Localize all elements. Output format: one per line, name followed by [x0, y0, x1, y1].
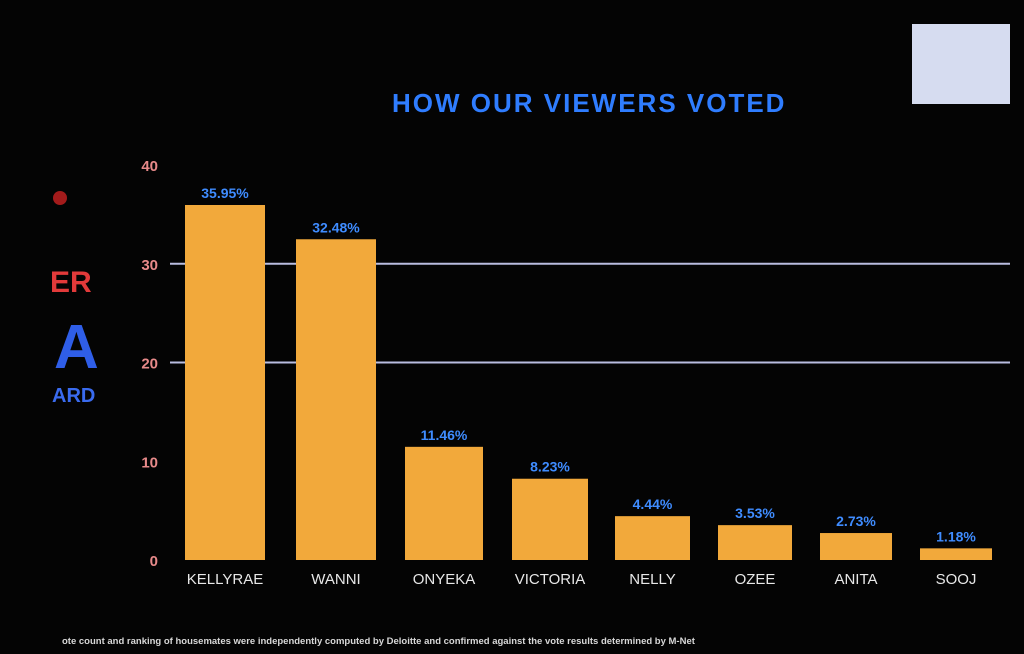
- y-tick-label: 0: [150, 553, 158, 570]
- svg-text:A: A: [54, 313, 99, 382]
- bar-value-label: 3.53%: [735, 505, 775, 521]
- category-label: ONYEKA: [413, 571, 476, 588]
- bar-value-label: 1.18%: [936, 528, 976, 544]
- y-tick-label: 40: [141, 158, 158, 175]
- category-label: NELLY: [629, 571, 675, 588]
- y-tick-label: 10: [141, 454, 158, 471]
- bar-value-label: 8.23%: [530, 459, 570, 475]
- bar-value-label: 11.46%: [421, 427, 468, 443]
- bar-value-label: 35.95%: [201, 185, 249, 201]
- bar: [615, 516, 690, 560]
- category-label: OZEE: [735, 571, 776, 588]
- svg-text:ER: ER: [50, 266, 92, 299]
- chart-title: HOW OUR VIEWERS VOTED: [392, 88, 787, 118]
- bar: [512, 478, 588, 560]
- category-label: VICTORIA: [515, 571, 586, 588]
- show-logo-fragment: ER A ARD: [48, 180, 118, 410]
- bar-value-label: 2.73%: [836, 513, 876, 529]
- bar: [820, 533, 892, 560]
- bar: [405, 446, 483, 560]
- y-tick-label: 20: [141, 356, 158, 373]
- y-tick-label: 30: [141, 257, 158, 274]
- bar-value-label: 4.44%: [633, 496, 673, 512]
- category-label: ANITA: [834, 571, 877, 588]
- screen-glare-panel: [912, 24, 1010, 104]
- svg-text:ARD: ARD: [52, 385, 95, 407]
- bar: [920, 548, 992, 560]
- bar: [185, 204, 265, 560]
- category-label: WANNI: [311, 571, 360, 588]
- category-label: KELLYRAE: [187, 571, 263, 588]
- bar-value-label: 32.48%: [312, 219, 360, 235]
- footnote: ote count and ranking of housemates were…: [62, 636, 695, 647]
- bar: [718, 525, 792, 560]
- bar: [296, 239, 376, 560]
- category-label: SOOJ: [936, 571, 977, 588]
